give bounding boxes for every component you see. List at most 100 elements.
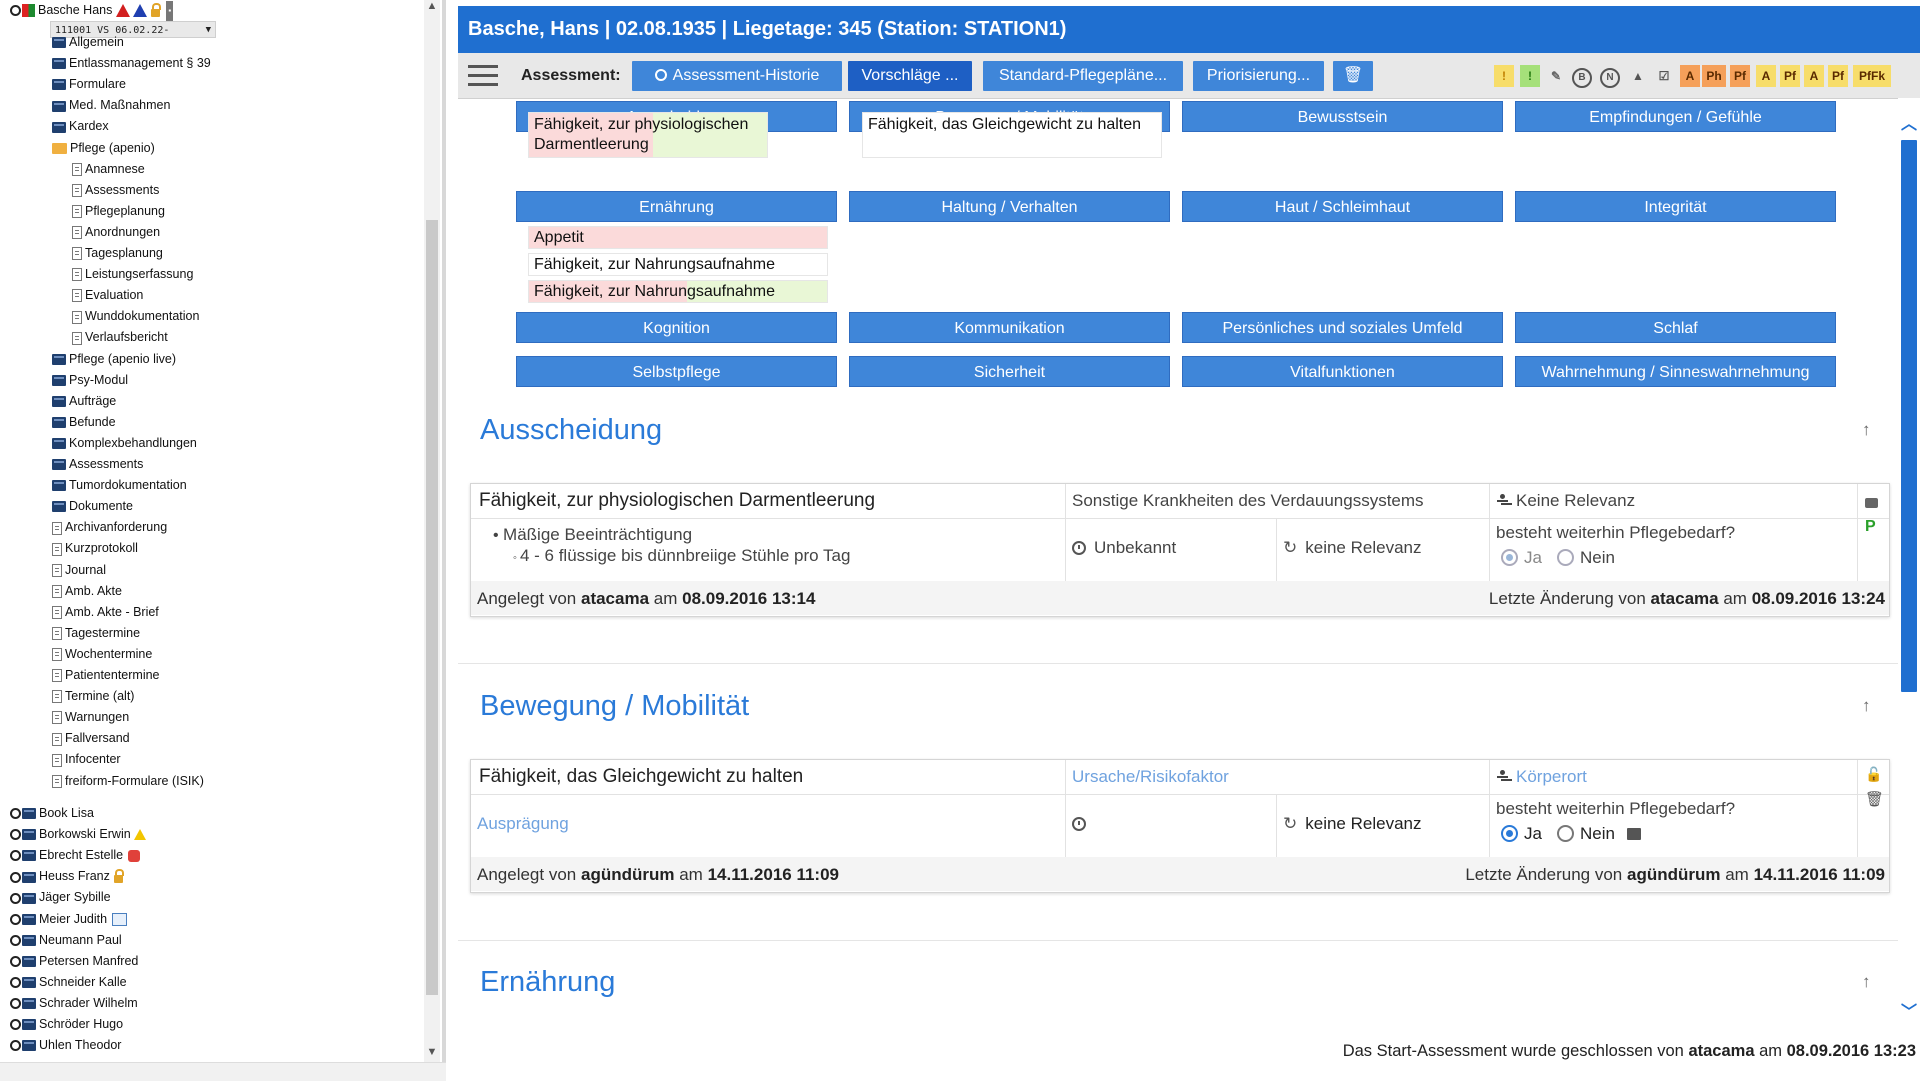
scroll-up-icon[interactable]: ▲ <box>426 0 438 12</box>
tree-item[interactable]: Verlaufsbericht <box>72 327 168 347</box>
patient-item[interactable]: Neumann Paul <box>10 930 122 950</box>
time-field[interactable]: Unbekannt <box>1072 538 1176 558</box>
category-button[interactable]: Sicherheit <box>849 356 1170 387</box>
comment-icon[interactable] <box>1626 828 1641 840</box>
case-select[interactable]: 111001 VS 06.02.22- ▼ <box>50 21 216 38</box>
time-field[interactable] <box>1072 814 1094 834</box>
tree-item[interactable]: freiform-Formulare (ISIK) <box>52 771 204 791</box>
radio-yes[interactable] <box>1501 825 1518 842</box>
category-button[interactable]: Wahrnehmung / Sinneswahrnehmung <box>1515 356 1836 387</box>
care-need-no[interactable]: Nein <box>1557 548 1615 568</box>
tree-item[interactable]: Kurzprotokoll <box>52 538 138 558</box>
search-icon[interactable] <box>10 5 21 17</box>
chip-appetit[interactable]: Appetit <box>528 226 828 249</box>
tree-item[interactable]: Allgemein <box>52 32 124 52</box>
tree-item[interactable]: Amb. Akte <box>52 581 122 601</box>
content-scrollbar[interactable]: ︿ ﹀ <box>1898 98 1920 1038</box>
trash-icon[interactable]: 🗑 <box>1865 791 1885 808</box>
location-field[interactable]: Körperort <box>1496 767 1587 787</box>
chip-ausscheidung[interactable]: Fähigkeit, zur physiologischen Darmentle… <box>528 112 768 158</box>
tree-horizontal-scrollbar[interactable] <box>0 1062 446 1081</box>
severity-field[interactable]: Ausprägung <box>477 814 569 833</box>
role-badge[interactable]: Pf <box>1828 65 1848 87</box>
scroll-down-icon[interactable]: ▼ <box>426 1046 438 1058</box>
care-need-no[interactable]: Nein <box>1557 824 1641 844</box>
tree-item[interactable]: Infocenter <box>52 749 121 769</box>
category-button[interactable]: Empfindungen / Gefühle <box>1515 101 1836 132</box>
suggestions-button[interactable]: Vorschläge ... <box>848 61 972 91</box>
category-button[interactable]: Kommunikation <box>849 312 1170 343</box>
tree-item[interactable]: Entlassmanagement § 39 <box>52 53 211 73</box>
tree-scroll-thumb[interactable] <box>426 220 438 995</box>
role-badge[interactable]: A <box>1756 65 1776 87</box>
checklist-icon[interactable]: ☑ <box>1658 69 1670 83</box>
tree-item[interactable]: Med. Maßnahmen <box>52 95 170 115</box>
arrow-up-icon[interactable]: ↑ <box>1862 696 1871 715</box>
assessment-history-button[interactable]: Assessment-Historie <box>632 61 842 91</box>
tree-item[interactable]: Pflegeplanung <box>72 201 165 221</box>
category-button[interactable]: Bewusstsein <box>1182 101 1503 132</box>
search-icon[interactable] <box>10 913 21 925</box>
patient-item[interactable]: Uhlen Theodor <box>10 1035 121 1055</box>
tree-item[interactable]: Anamnese <box>72 159 145 179</box>
patient-item[interactable]: Schrader Wilhelm <box>10 993 138 1013</box>
tree-item[interactable]: Termine (alt) <box>52 686 134 706</box>
category-button[interactable]: Selbstpflege <box>516 356 837 387</box>
radio-no[interactable] <box>1557 825 1574 842</box>
tree-item[interactable]: Archivanforderung <box>52 517 167 537</box>
role-badge[interactable]: Pf <box>1780 65 1800 87</box>
patient-item[interactable]: Book Lisa <box>10 803 94 823</box>
tree-item[interactable]: Evaluation <box>72 285 143 305</box>
tree-item[interactable]: Formulare <box>52 74 126 94</box>
tree-item[interactable]: Tumordokumentation <box>52 475 187 495</box>
tree-item[interactable]: Assessments <box>72 180 159 200</box>
care-need-yes[interactable]: Ja <box>1501 824 1542 844</box>
tree-item[interactable]: Tagesplanung <box>72 243 163 263</box>
role-badge[interactable]: PfFk <box>1853 65 1891 87</box>
tree-item[interactable]: Patiententermine <box>52 665 160 685</box>
patient-item[interactable]: Meier Judith <box>10 909 128 929</box>
role-badge[interactable]: A <box>1804 65 1824 87</box>
tree-item[interactable]: Kardex <box>52 116 109 136</box>
patient-item[interactable]: Borkowski Erwin <box>10 824 146 844</box>
tree-item[interactable]: Psy-Modul <box>52 370 128 390</box>
tree-item[interactable]: Wunddokumentation <box>72 306 199 326</box>
role-badge[interactable]: Ph <box>1702 65 1726 87</box>
category-button[interactable]: Ernährung <box>516 191 837 222</box>
tree-item[interactable]: Fallversand <box>52 728 130 748</box>
tree-scrollbar[interactable]: ▲ ▼ <box>424 0 440 1062</box>
search-icon[interactable] <box>10 1040 21 1052</box>
scroll-up-icon[interactable]: ︿ <box>1900 116 1917 133</box>
delete-button[interactable]: 🗑 <box>1333 61 1373 91</box>
radio-yes[interactable] <box>1501 549 1518 566</box>
location-field[interactable]: Keine Relevanz <box>1496 491 1635 511</box>
search-icon[interactable] <box>10 871 21 883</box>
patient-item[interactable]: Schröder Hugo <box>10 1014 123 1034</box>
tree-item[interactable]: Befunde <box>52 412 116 432</box>
warning-yellow-icon[interactable]: ! <box>1494 65 1514 87</box>
tree-item[interactable]: Pflege (apenio) <box>52 138 155 158</box>
approve-icon[interactable]: P <box>1865 518 1876 535</box>
panel-splitter[interactable] <box>442 0 446 1080</box>
badge-a-orange[interactable]: A <box>1680 65 1700 87</box>
tree-item[interactable]: Aufträge <box>52 391 116 411</box>
tree-item[interactable]: Amb. Akte - Brief <box>52 602 159 622</box>
search-icon[interactable] <box>10 808 21 820</box>
search-icon[interactable] <box>10 850 21 862</box>
letter-b-icon[interactable]: B <box>1572 65 1592 88</box>
category-button[interactable]: Haltung / Verhalten <box>849 191 1170 222</box>
category-button[interactable]: Haut / Schleimhaut <box>1182 191 1503 222</box>
menu-icon[interactable] <box>468 65 498 87</box>
arrow-up-icon[interactable]: ↑ <box>1862 420 1871 439</box>
tools-icon[interactable]: ✎ <box>1550 69 1562 83</box>
radio-no[interactable] <box>1557 549 1574 566</box>
patient-item[interactable]: Heuss Franz <box>10 866 124 886</box>
search-icon[interactable] <box>10 955 21 967</box>
category-button[interactable]: Schlaf <box>1515 312 1836 343</box>
tree-item[interactable]: Komplexbehandlungen <box>52 433 197 453</box>
search-icon[interactable] <box>10 977 21 988</box>
category-button[interactable]: Kognition <box>516 312 837 343</box>
search-icon[interactable] <box>10 829 21 841</box>
patient-item[interactable]: Jäger Sybille <box>10 887 111 907</box>
care-need-yes[interactable]: Ja <box>1501 548 1542 568</box>
